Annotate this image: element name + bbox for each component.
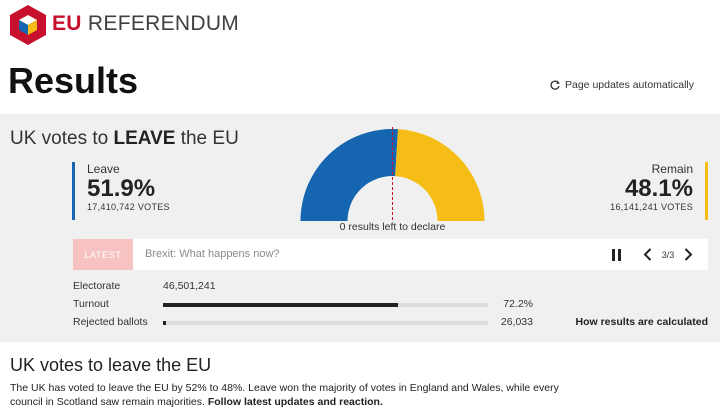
ticker-counter: 3/3 [661,249,675,260]
story-title: UK votes to leave the EU [10,355,212,375]
refresh-icon [550,80,560,90]
brand-strong: EU [52,12,82,35]
chevron-left-icon [643,248,651,261]
electorate-label: Electorate [73,280,121,292]
results-panel: UK votes to LEAVE the EU Leave 51.9% 17,… [0,114,720,342]
stat-rejected: Rejected ballots 26,033 [73,316,533,331]
turnout-value: 72.2% [503,298,533,310]
leave-percent: 51.9% [87,175,156,202]
results-left-label: 0 results left to declare [339,221,446,233]
pause-icon [612,248,621,261]
site-header: EU REFERENDUM [0,0,720,50]
turnout-bar [163,303,488,307]
gauge-remain-segment [395,129,485,221]
leave-result: Leave 51.9% 17,410,742 VOTES [72,162,170,220]
turnout-label: Turnout [73,298,109,310]
gauge-leave-segment [300,129,398,221]
headline-emphasis: LEAVE [113,128,176,149]
remain-percent: 48.1% [624,175,693,202]
stat-turnout: Turnout 72.2% [73,298,533,313]
electorate-value: 46,501,241 [163,280,216,292]
rejected-bar-fill [163,321,167,325]
results-headline: UK votes to LEAVE the EU [10,128,239,150]
follow-updates-link[interactable]: Follow latest updates and reaction. [207,396,383,408]
next-button[interactable] [681,246,695,263]
rejected-value: 26,033 [500,316,533,328]
rejected-label: Rejected ballots [73,316,148,328]
eu-referendum-logo[interactable] [8,3,48,47]
remain-votes: 16,141,241 VOTES [610,202,693,212]
auto-update-notice: Page updates automatically [549,79,694,91]
rejected-bar [163,321,488,325]
pause-button[interactable] [609,246,625,263]
latest-headline-link[interactable]: Brexit: What happens now? [145,248,280,260]
result-gauge [300,127,485,221]
story-text: The UK has voted to leave the EU by 52% … [10,382,559,408]
how-results-calculated-link[interactable]: How results are calculated [575,316,708,328]
brand-rest: REFERENDUM [87,12,240,35]
headline-suffix: the EU [175,128,239,149]
brand-title: EU REFERENDUM [52,12,239,36]
chevron-right-icon [684,248,692,261]
leave-votes: 17,410,742 VOTES [87,202,170,212]
auto-update-text: Page updates automatically [565,79,694,91]
remain-result: Remain 48.1% 16,141,241 VOTES [610,162,708,220]
remain-label: Remain [651,162,693,176]
latest-ticker: LATEST Brexit: What happens now? 3/3 [73,239,708,270]
turnout-bar-fill [163,303,398,307]
previous-button[interactable] [640,246,654,263]
headline-prefix: UK votes to [10,128,114,149]
page-title: Results [8,60,139,101]
leave-label: Leave [87,162,120,176]
latest-badge: LATEST [73,239,133,270]
story-body: The UK has voted to leave the EU by 52% … [10,381,570,409]
